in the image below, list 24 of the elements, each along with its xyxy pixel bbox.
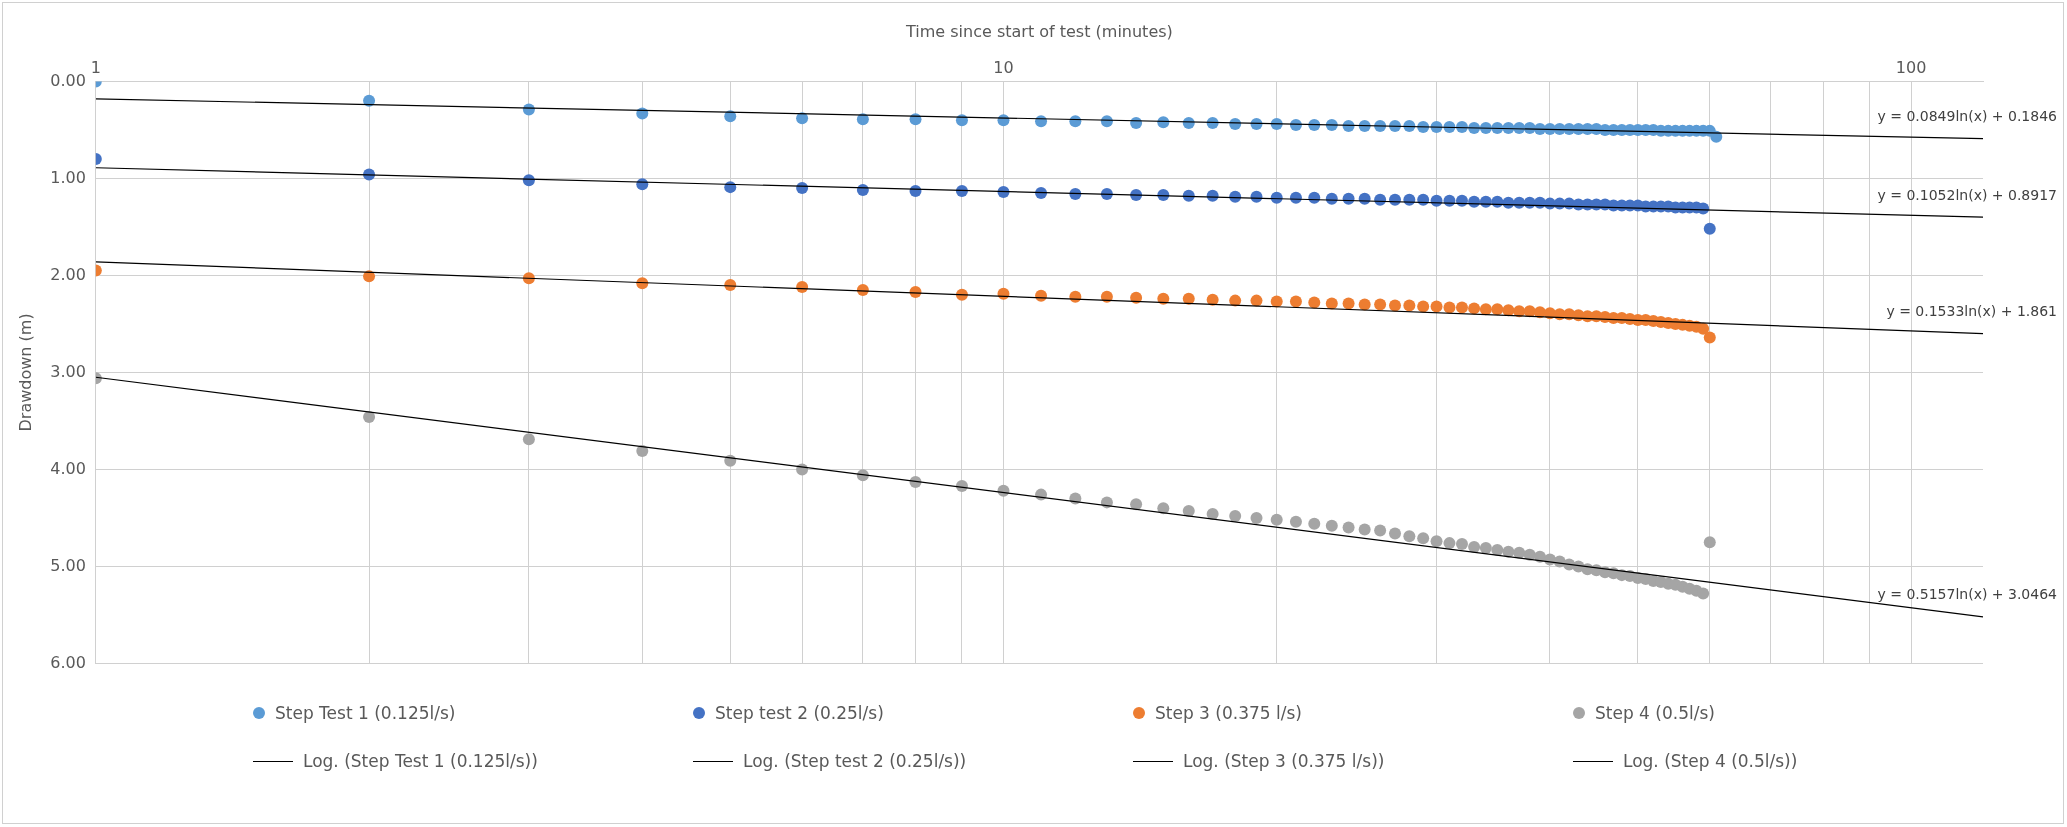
y-axis-title: Drawdown (m) [15, 313, 35, 432]
legend-label: Log. (Step test 2 (0.25l/s)) [743, 751, 967, 771]
x-tick-label: 1 [90, 57, 101, 77]
legend-label: Log. (Step 3 (0.375 l/s)) [1183, 751, 1385, 771]
annotation: y = 0.5157ln(x) + 3.0464 [1877, 586, 2058, 603]
annotation: y = 0.0849ln(x) + 0.1846 [1877, 108, 2058, 125]
annotation: y = 0.1533ln(x) + 1.861 [1886, 303, 2057, 320]
x-tick-label: 10 [993, 57, 1014, 77]
y-tick-label: 0.00 [50, 70, 86, 90]
legend-label: Step test 2 (0.25l/s) [715, 703, 884, 723]
legend-label: Step Test 1 (0.125l/s) [275, 703, 456, 723]
y-tick-label: 5.00 [50, 555, 86, 575]
x-tick-label: 100 [1895, 57, 1927, 77]
legend-label: Step 3 (0.375 l/s) [1155, 703, 1302, 723]
legend-label: Log. (Step 4 (0.5l/s)) [1623, 751, 1798, 771]
y-tick-label: 4.00 [50, 458, 86, 478]
y-tick-label: 2.00 [50, 264, 86, 284]
annotation: y = 0.1052ln(x) + 0.8917 [1877, 186, 2057, 203]
y-tick-label: 1.00 [50, 167, 86, 187]
x-axis-title: Time since start of test (minutes) [905, 21, 1173, 41]
legend-label: Step 4 (0.5l/s) [1595, 703, 1715, 723]
y-tick-label: 3.00 [50, 361, 86, 381]
legend-label: Log. (Step Test 1 (0.125l/s)) [303, 751, 538, 771]
y-tick-label: 6.00 [50, 652, 86, 672]
